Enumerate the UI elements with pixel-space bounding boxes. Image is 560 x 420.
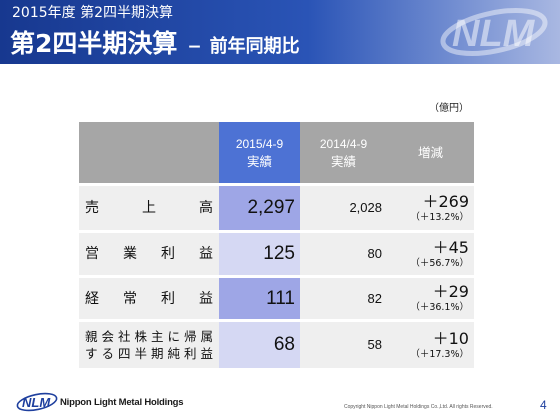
company-logo-text: NLM	[22, 395, 51, 410]
change-cell: ＋10 （＋17.3%）	[387, 322, 474, 368]
column-header-type: 実績	[330, 153, 356, 169]
table-row: 売上高 2,297 2,028 ＋269 （＋13.2%）	[79, 186, 474, 230]
column-header-type: 実績	[246, 153, 272, 169]
page-number: 4	[540, 398, 547, 412]
current-value: 68	[273, 334, 295, 355]
title-sub: 前年同期比	[209, 36, 300, 57]
current-value-cell: 125	[219, 233, 300, 275]
row-label: 親会社株主に帰属 する四半期純利益	[79, 322, 219, 368]
header-banner: 2015年度 第2四半期決算 第2四半期決算 − 前年同期比 NLM	[0, 0, 560, 64]
previous-value-cell: 58	[300, 322, 387, 368]
change-cell: ＋29 （＋36.1%）	[387, 278, 474, 319]
change-percent: （＋56.7%）	[410, 257, 469, 269]
current-value: 2,297	[247, 197, 295, 218]
change-value: ＋269	[422, 191, 469, 211]
row-label-text: 売上高	[85, 200, 213, 216]
copyright-notice: Copyright Nippon Light Metal Holdings Co…	[344, 404, 493, 410]
table-header-row: 2015/4-9 実績 2014/4-9 実績 増減	[79, 122, 474, 183]
company-name: Nippon Light Metal Holdings	[60, 397, 184, 408]
change-value: ＋45	[432, 237, 469, 257]
column-header-change: 増減	[387, 122, 474, 183]
previous-value: 82	[367, 290, 382, 306]
current-value-cell: 2,297	[219, 186, 300, 230]
previous-value-cell: 2,028	[300, 186, 387, 230]
title-main: 第2四半期決算	[10, 29, 178, 58]
current-value: 125	[263, 243, 295, 264]
current-value-cell: 68	[219, 322, 300, 368]
previous-value-cell: 80	[300, 233, 387, 275]
title-separator: −	[187, 37, 202, 57]
previous-value-cell: 82	[300, 278, 387, 319]
column-header-previous: 2014/4-9 実績	[300, 122, 387, 183]
table-row: 親会社株主に帰属 する四半期純利益 68 58 ＋10 （＋17.3%）	[79, 322, 474, 368]
column-header-current: 2015/4-9 実績	[219, 122, 300, 183]
row-label-text: する四半期純利益	[85, 346, 213, 361]
column-header-period: 2015/4-9	[235, 136, 284, 151]
row-label-text: 親会社株主に帰属	[85, 329, 213, 344]
header-corner-cell	[79, 122, 219, 183]
row-label: 営業利益	[79, 233, 219, 275]
table-row: 営業利益 125 80 ＋45 （＋56.7%）	[79, 233, 474, 275]
slide-subtitle: 2015年度 第2四半期決算	[12, 5, 173, 21]
change-percent: （＋36.1%）	[410, 302, 469, 313]
previous-value: 2,028	[349, 200, 382, 215]
table-row: 経常利益 111 82 ＋29 （＋36.1%）	[79, 278, 474, 319]
row-label: 売上高	[79, 186, 219, 230]
header-logo-text: NLM	[452, 13, 536, 55]
change-percent: （＋13.2%）	[410, 211, 469, 223]
slide-title: 第2四半期決算 − 前年同期比	[10, 29, 300, 62]
column-header-period: 2014/4-9	[319, 136, 368, 151]
previous-value: 80	[367, 246, 382, 261]
previous-value: 58	[367, 337, 382, 352]
row-label-text: 営業利益	[85, 246, 213, 262]
change-cell: ＋45 （＋56.7%）	[387, 233, 474, 275]
row-label: 経常利益	[79, 278, 219, 319]
row-label-text: 経常利益	[85, 290, 213, 307]
unit-label: （億円）	[429, 103, 469, 114]
column-header-label: 増減	[417, 144, 443, 160]
change-value: ＋10	[432, 328, 469, 348]
current-value: 111	[266, 287, 295, 309]
change-value: ＋29	[432, 282, 469, 301]
header-logo: NLM	[440, 7, 548, 57]
current-value-cell: 111	[219, 278, 300, 319]
change-cell: ＋269 （＋13.2%）	[387, 186, 474, 230]
company-logo: NLM	[16, 392, 58, 412]
change-percent: （＋17.3%）	[410, 348, 469, 360]
